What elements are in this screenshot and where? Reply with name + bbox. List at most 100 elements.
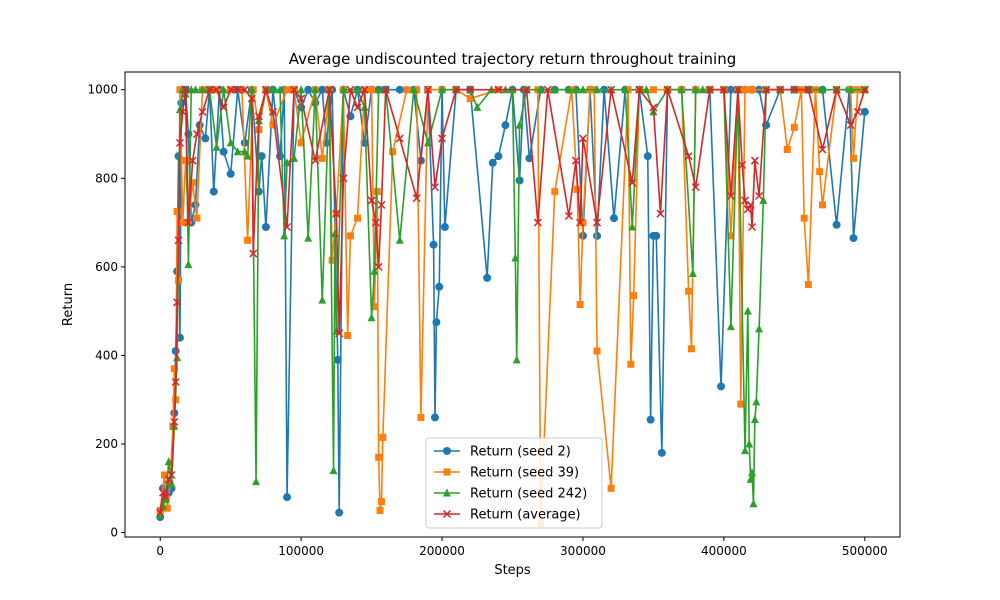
data-point bbox=[832, 85, 841, 94]
data-point bbox=[290, 85, 299, 94]
data-point bbox=[335, 329, 344, 338]
data-point bbox=[646, 415, 655, 424]
data-point bbox=[501, 121, 510, 130]
data-point bbox=[719, 85, 728, 94]
y-tick-label: 1000 bbox=[87, 83, 118, 97]
data-point bbox=[329, 466, 338, 475]
data-point bbox=[374, 85, 383, 94]
legend-marker bbox=[443, 447, 451, 455]
data-point bbox=[261, 223, 270, 231]
data-point bbox=[759, 195, 768, 204]
data-point bbox=[184, 260, 193, 269]
data-point bbox=[379, 433, 387, 441]
data-point bbox=[377, 200, 386, 209]
data-point bbox=[209, 187, 218, 196]
data-point bbox=[800, 214, 808, 222]
data-point bbox=[252, 477, 261, 486]
data-point bbox=[164, 475, 173, 484]
x-tick-label: 200000 bbox=[419, 544, 465, 558]
legend: Return (seed 2) Return (seed 39) Return (s… bbox=[425, 437, 603, 529]
data-point bbox=[367, 196, 376, 205]
data-point bbox=[776, 85, 785, 94]
data-point bbox=[564, 211, 573, 220]
data-point bbox=[184, 218, 193, 227]
data-point bbox=[652, 231, 661, 240]
data-point bbox=[243, 151, 252, 160]
data-point bbox=[483, 273, 492, 282]
data-point bbox=[432, 318, 441, 327]
data-point bbox=[360, 85, 369, 94]
data-point bbox=[290, 153, 299, 162]
data-point bbox=[249, 249, 258, 258]
data-point bbox=[727, 232, 735, 240]
data-point bbox=[173, 208, 181, 215]
data-point bbox=[818, 85, 827, 94]
data-point bbox=[233, 85, 242, 94]
data-point bbox=[609, 214, 618, 223]
data-point bbox=[325, 85, 334, 94]
data-point bbox=[571, 85, 580, 94]
data-point bbox=[511, 253, 520, 262]
y-tick-label: 200 bbox=[95, 437, 118, 451]
x-tick-label: 400000 bbox=[701, 544, 747, 558]
data-point bbox=[579, 219, 587, 227]
data-point bbox=[311, 85, 320, 94]
x-axis-label: Steps bbox=[494, 563, 531, 578]
series-3 bbox=[156, 85, 869, 517]
data-point bbox=[755, 191, 764, 201]
data-point bbox=[494, 85, 503, 94]
data-point bbox=[624, 86, 632, 94]
data-point bbox=[173, 298, 182, 307]
data-point bbox=[179, 219, 187, 227]
data-point bbox=[189, 179, 197, 187]
data-point bbox=[181, 85, 190, 94]
data-point bbox=[536, 85, 545, 94]
data-point bbox=[167, 470, 176, 480]
data-point bbox=[354, 214, 361, 222]
data-point bbox=[435, 282, 444, 291]
data-point bbox=[219, 85, 228, 94]
data-point bbox=[339, 85, 348, 94]
data-point bbox=[849, 234, 858, 243]
data-point bbox=[226, 85, 235, 94]
data-point bbox=[635, 85, 644, 94]
data-point bbox=[164, 457, 173, 466]
data-point bbox=[748, 86, 756, 94]
x-tick-label: 300000 bbox=[560, 544, 606, 558]
data-point bbox=[593, 218, 602, 227]
data-point bbox=[423, 85, 432, 94]
data-point bbox=[819, 201, 826, 209]
data-point bbox=[173, 353, 182, 362]
data-point bbox=[257, 152, 266, 161]
data-point bbox=[339, 174, 348, 183]
data-point bbox=[167, 479, 176, 488]
data-point bbox=[176, 86, 184, 94]
data-point bbox=[261, 85, 270, 94]
data-point bbox=[276, 85, 284, 94]
data-point bbox=[790, 123, 798, 131]
data-point bbox=[375, 453, 383, 461]
data-point bbox=[191, 85, 200, 94]
data-point bbox=[850, 154, 857, 162]
data-point bbox=[649, 86, 657, 94]
data-point bbox=[663, 85, 672, 94]
data-point bbox=[160, 471, 168, 479]
y-axis-label: Return bbox=[61, 283, 76, 326]
data-point bbox=[247, 85, 256, 94]
data-point bbox=[368, 86, 376, 94]
legend-marker bbox=[443, 468, 451, 476]
data-point bbox=[466, 95, 474, 103]
legend-box bbox=[425, 437, 603, 529]
series-line bbox=[159, 88, 865, 516]
data-point bbox=[174, 236, 183, 245]
data-point bbox=[576, 301, 584, 308]
data-point bbox=[627, 360, 635, 368]
data-point bbox=[240, 147, 249, 156]
data-point bbox=[244, 236, 252, 244]
data-point bbox=[346, 85, 355, 94]
data-point bbox=[685, 287, 693, 295]
y-tick-label: 800 bbox=[95, 171, 118, 185]
data-point bbox=[571, 156, 580, 165]
data-point bbox=[738, 160, 747, 170]
data-point bbox=[438, 134, 447, 143]
